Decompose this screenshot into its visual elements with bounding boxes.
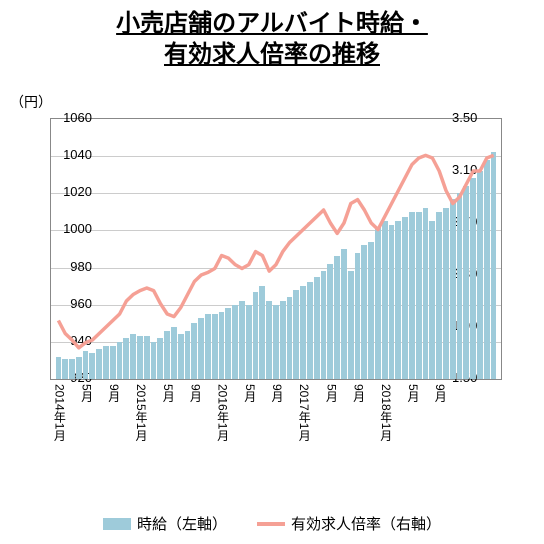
x-tick-label: 9月 [269,384,286,403]
chart-container: 小売店舗のアルバイト時給・ 有効求人倍率の推移 （円） 920940960980… [0,0,544,544]
x-tick-label: 9月 [432,384,449,403]
x-tick-label: 2015年1月 [133,384,150,441]
x-tick-label: 2017年1月 [296,384,313,441]
legend: 時給（左軸） 有効求人倍率（右軸） [0,513,544,534]
x-tick-label: 2018年1月 [378,384,395,441]
x-tick-label: 2014年1月 [51,384,68,441]
line-path [58,155,493,347]
x-tick-label: 5月 [323,384,340,403]
x-tick-label: 2016年1月 [215,384,232,441]
x-tick-label: 5月 [160,384,177,403]
title-line-1: 小売店舗のアルバイト時給・ [116,10,428,37]
x-tick-label: 9月 [351,384,368,403]
legend-bar-item: 時給（左軸） [103,513,227,534]
title-line-2: 有効求人倍率の推移 [164,41,380,68]
legend-line-label: 有効求人倍率（右軸） [291,513,441,534]
x-tick-labels: 2014年1月 5月 9月 2015年1月 5月 9月 2016年1月 5月 9月 2017年1月… [50,382,500,482]
legend-bar-swatch [103,518,131,530]
x-tick-label: 9月 [106,384,123,403]
x-tick-label: 9月 [187,384,204,403]
line-series [51,119,501,379]
chart-title: 小売店舗のアルバイト時給・ 有効求人倍率の推移 [0,0,544,70]
y-axis-unit-left: （円） [10,92,52,112]
legend-line-swatch [257,522,285,526]
legend-line-item: 有効求人倍率（右軸） [257,513,441,534]
x-tick-label: 5月 [242,384,259,403]
legend-bar-label: 時給（左軸） [137,513,227,534]
plot-area [50,118,502,380]
x-tick-label: 5月 [79,384,96,403]
x-tick-label: 5月 [405,384,422,403]
